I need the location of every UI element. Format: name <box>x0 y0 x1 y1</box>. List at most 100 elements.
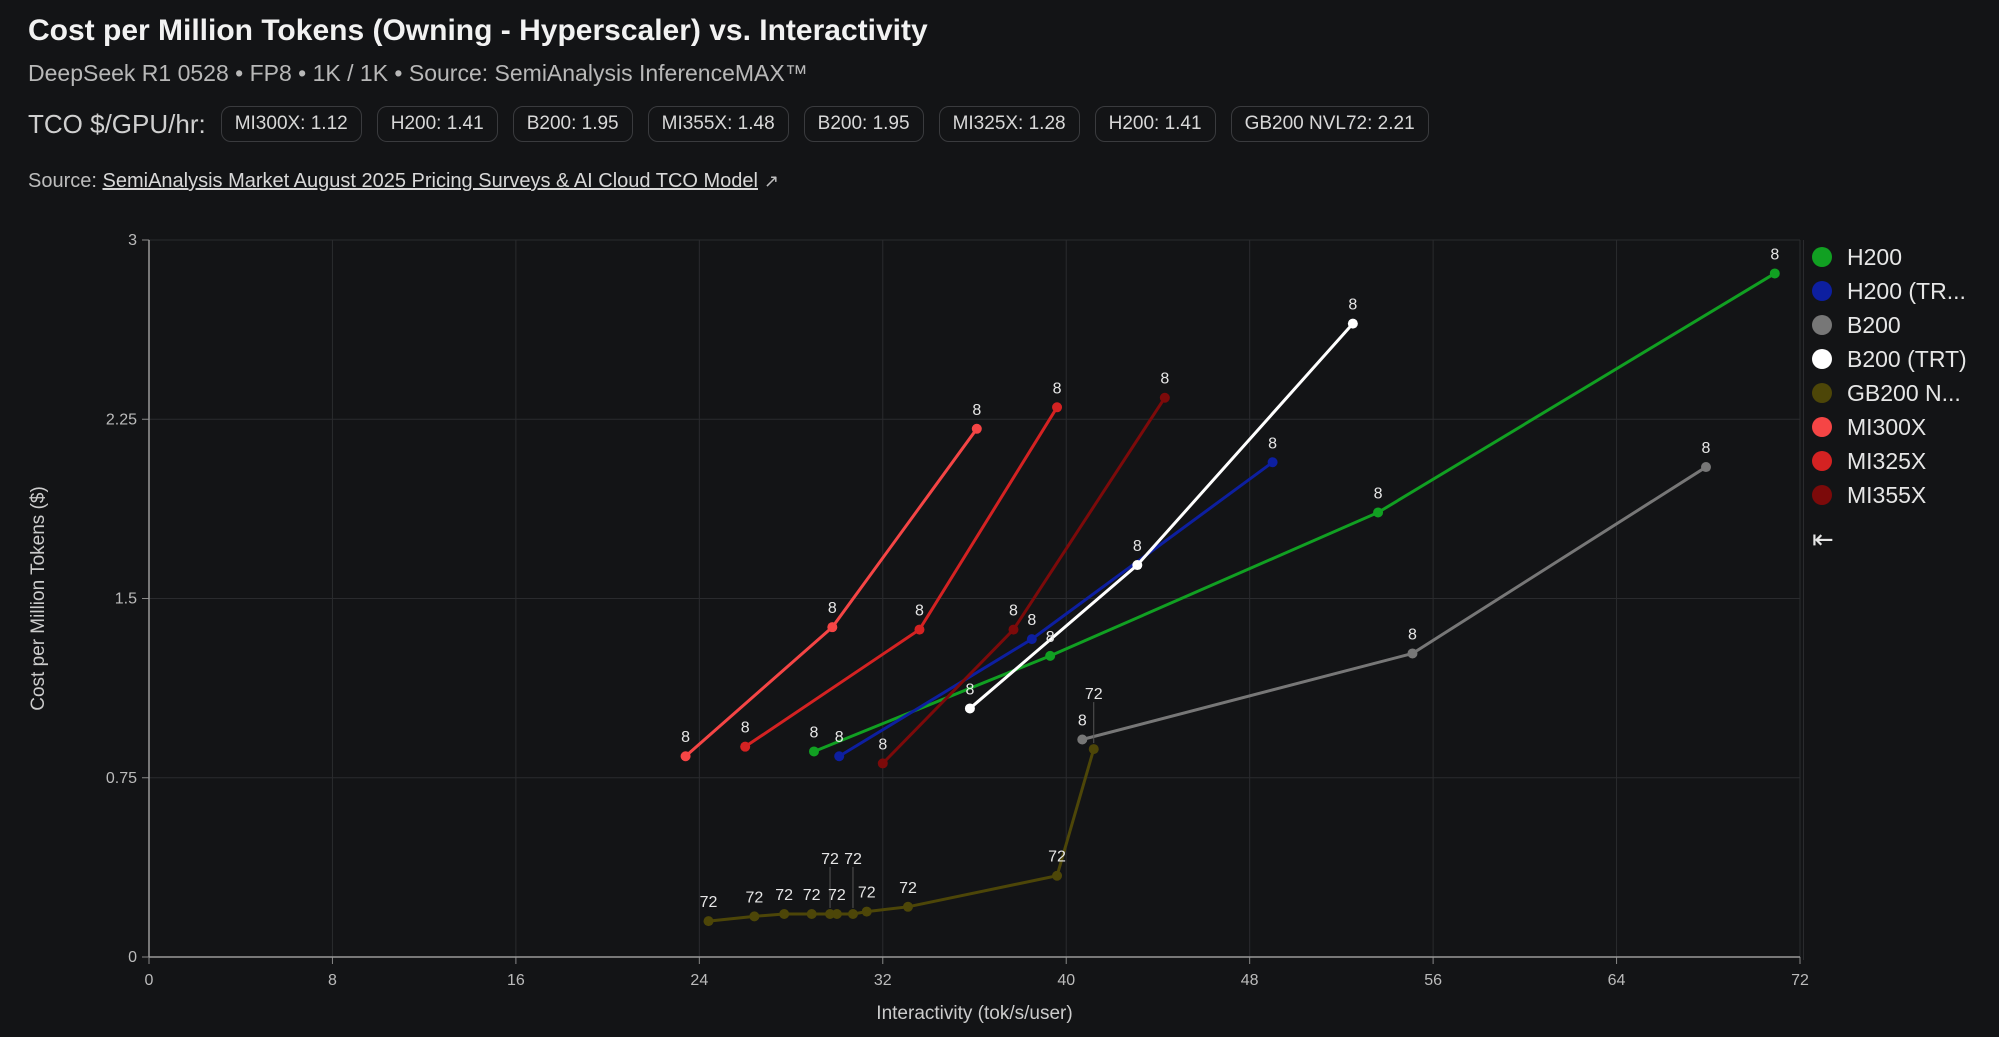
tco-row: TCO $/GPU/hr: MI300X: 1.12 H200: 1.41 B2… <box>28 106 1429 142</box>
y-tick-label: 3 <box>128 232 137 249</box>
legend-item[interactable]: H200 (TR... <box>1804 274 1999 308</box>
data-label: 8 <box>1133 538 1142 555</box>
legend-label: B200 <box>1847 311 1901 338</box>
data-point <box>847 908 858 919</box>
data-label: 72 <box>821 851 839 868</box>
tco-label: TCO $/GPU/hr: <box>28 108 206 139</box>
legend-item[interactable]: B200 <box>1804 308 1999 342</box>
data-point <box>914 624 925 635</box>
x-tick-label: 64 <box>1608 972 1626 989</box>
legend-dot-icon <box>1812 485 1832 505</box>
data-point <box>1077 734 1088 745</box>
x-tick-label: 56 <box>1424 972 1442 989</box>
x-tick-label: 72 <box>1791 972 1809 989</box>
tco-pill: MI355X: 1.48 <box>647 106 789 142</box>
legend-dot-icon <box>1812 315 1832 335</box>
series-line-b200 <box>1081 465 1707 741</box>
x-tick-label: 16 <box>507 972 525 989</box>
legend-item[interactable]: MI300X <box>1804 410 1999 444</box>
data-label: 72 <box>745 889 763 906</box>
data-label: 72 <box>803 887 821 904</box>
source-prefix: Source: <box>28 170 97 192</box>
data-label: 8 <box>1027 612 1036 629</box>
y-tick-label: 1.5 <box>115 591 137 608</box>
data-point <box>808 746 819 757</box>
source-link[interactable]: SemiAnalysis Market August 2025 Pricing … <box>102 170 758 192</box>
data-label: 72 <box>1048 849 1066 866</box>
data-point <box>779 908 790 919</box>
tco-pill: B200: 1.95 <box>803 106 924 142</box>
data-label: 8 <box>972 402 981 419</box>
data-point <box>1700 462 1711 473</box>
legend-label: MI325X <box>1847 447 1927 474</box>
data-point <box>680 751 691 762</box>
data-point <box>1026 634 1037 645</box>
tco-pill: H200: 1.41 <box>376 106 498 142</box>
legend-label: H200 <box>1847 243 1902 270</box>
data-point <box>861 906 872 917</box>
data-point <box>1407 648 1418 659</box>
data-label: 8 <box>835 729 844 746</box>
data-label: 8 <box>1374 485 1383 502</box>
data-label: 72 <box>844 851 862 868</box>
data-point <box>1267 457 1278 468</box>
legend-item[interactable]: MI355X <box>1804 478 1999 512</box>
data-point <box>703 916 714 927</box>
data-label: 8 <box>1160 371 1169 388</box>
data-label: 72 <box>700 894 718 911</box>
data-point <box>1132 560 1143 571</box>
series-line-mi325x <box>744 406 1059 748</box>
data-label: 72 <box>775 887 793 904</box>
legend-dot-icon <box>1812 451 1832 471</box>
legend-item[interactable]: B200 (TRT) <box>1804 342 1999 376</box>
x-tick-label: 32 <box>874 972 892 989</box>
data-label: 8 <box>1053 380 1062 397</box>
data-point <box>1008 624 1019 635</box>
x-tick-label: 40 <box>1057 972 1075 989</box>
data-point <box>827 622 838 633</box>
external-link-icon[interactable]: ↗ <box>763 171 780 191</box>
y-tick-label: 2.25 <box>106 411 137 428</box>
x-tick-label: 48 <box>1241 972 1259 989</box>
data-label: 8 <box>878 736 887 753</box>
data-label: 72 <box>1085 686 1103 703</box>
y-tick-label: 0 <box>128 949 137 966</box>
data-label: 8 <box>810 724 819 741</box>
data-label: 72 <box>828 887 846 904</box>
data-point <box>1052 870 1063 881</box>
legend-item[interactable]: MI325X <box>1804 444 1999 478</box>
x-axis-label: Interactivity (tok/s/user) <box>876 1003 1072 1024</box>
collapse-left-icon[interactable]: ⇤ <box>1812 524 1834 554</box>
data-label: 8 <box>1046 629 1055 646</box>
data-label: 8 <box>1078 713 1087 730</box>
data-label: 8 <box>1702 440 1711 457</box>
data-point <box>834 751 845 762</box>
data-point <box>831 908 842 919</box>
data-point <box>964 703 975 714</box>
tco-pill: H200: 1.41 <box>1094 106 1216 142</box>
data-point <box>903 901 914 912</box>
legend-dot-icon <box>1812 349 1832 369</box>
legend-item[interactable]: GB200 N... <box>1804 376 1999 410</box>
data-label: 8 <box>741 720 750 737</box>
data-label: 8 <box>1348 297 1357 314</box>
chart-title: Cost per Million Tokens (Owning - Hypers… <box>28 14 928 47</box>
data-point <box>740 741 751 752</box>
legend-dot-icon <box>1812 281 1832 301</box>
data-point <box>877 758 888 769</box>
data-label: 72 <box>899 880 917 897</box>
series-line-mi300x <box>684 427 979 758</box>
legend-label: H200 (TR... <box>1847 277 1966 304</box>
data-label: 72 <box>858 885 876 902</box>
legend-dot-icon <box>1812 247 1832 267</box>
data-point <box>1769 268 1780 279</box>
legend-item[interactable]: H200 <box>1804 240 1999 274</box>
series-line-h200-trt- <box>838 461 1274 758</box>
x-tick-label: 8 <box>328 972 337 989</box>
data-point <box>1347 318 1358 329</box>
legend: H200 H200 (TR... B200 B200 (TRT) GB200 N... M… <box>1803 240 1999 960</box>
data-point <box>1045 650 1056 661</box>
data-point <box>971 423 982 434</box>
data-label: 8 <box>915 603 924 620</box>
